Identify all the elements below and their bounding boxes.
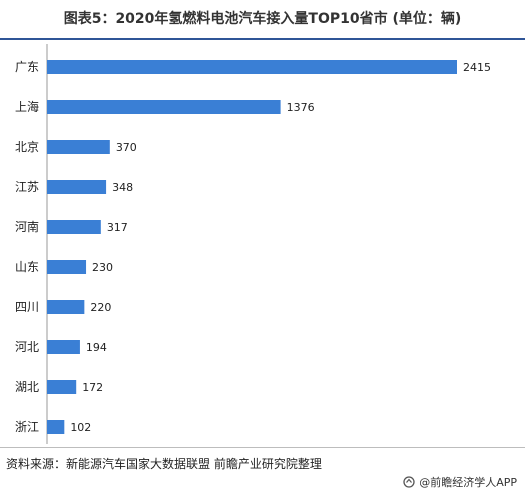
brand-label: @前瞻经济学人APP: [419, 476, 517, 489]
category-label: 四川: [15, 300, 39, 314]
value-label: 317: [107, 221, 128, 234]
bar-chart: 广东 2415 上海 1376 北京 370 江苏 348 河南 317 山东 230 四川 220 河北 1…: [15, 44, 491, 444]
bar: [47, 300, 85, 314]
bar: [47, 340, 80, 354]
brand-mark: @前瞻经济学人APP: [403, 474, 517, 490]
value-label: 194: [86, 341, 107, 354]
category-label: 河南: [15, 219, 39, 234]
category-label: 山东: [15, 260, 39, 274]
value-label: 220: [90, 301, 111, 314]
value-label: 348: [112, 181, 133, 194]
value-label: 172: [82, 381, 103, 394]
bar: [47, 420, 65, 434]
bar: [47, 180, 107, 194]
value-label: 370: [116, 141, 137, 154]
footer-divider: [0, 447, 525, 448]
value-label: 2415: [463, 61, 491, 74]
chart-title: 图表5：2020年氢燃料电池汽车接入量TOP10省市 (单位：辆): [63, 11, 462, 27]
category-label: 上海: [15, 99, 39, 114]
category-label: 北京: [15, 140, 39, 154]
value-label: 102: [70, 421, 91, 434]
category-label: 江苏: [15, 180, 39, 194]
bar: [47, 100, 281, 114]
bar: [47, 60, 457, 74]
bar: [47, 140, 110, 154]
bar: [47, 380, 77, 394]
value-label: 230: [92, 261, 113, 274]
category-label: 河北: [15, 340, 39, 354]
bar: [47, 260, 87, 274]
category-label: 湖北: [15, 379, 39, 394]
source-note: 资料来源：新能源汽车国家大数据联盟 前瞻产业研究院整理: [6, 457, 322, 471]
bar: [47, 220, 101, 234]
category-label: 浙江: [15, 420, 39, 434]
brand-logo-icon: [403, 476, 415, 488]
category-label: 广东: [15, 60, 39, 74]
value-label: 1376: [287, 101, 315, 114]
title-divider: [0, 38, 525, 40]
